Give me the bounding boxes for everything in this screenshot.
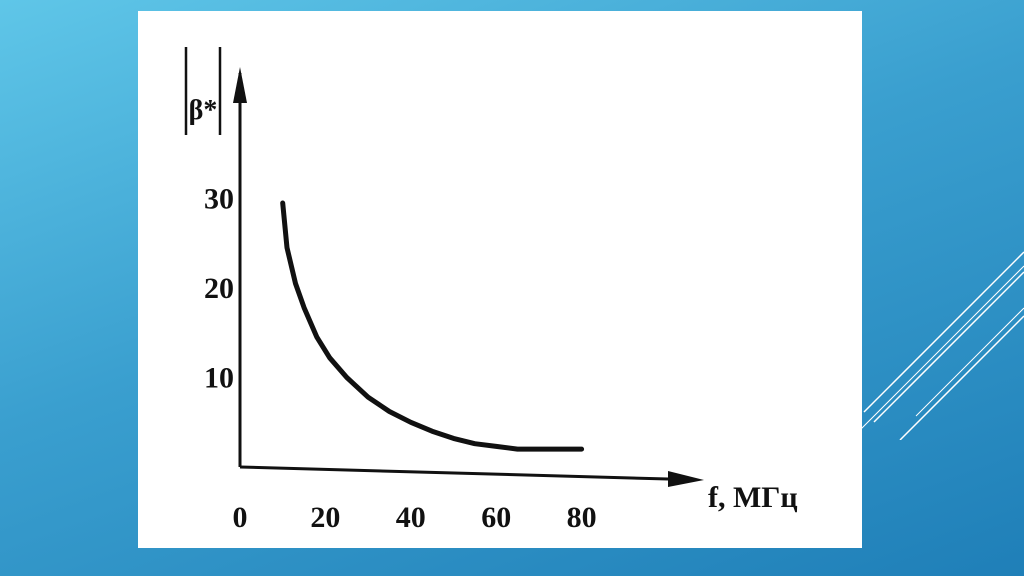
x-tick-label-80: 80 — [567, 501, 597, 534]
x-tick-label-60: 60 — [481, 501, 511, 534]
x-tick-label-0: 0 — [233, 501, 248, 534]
x-axis-label: f, МГц — [708, 481, 798, 514]
tick-labels: 0 20 40 60 80 10 20 30 — [204, 183, 597, 535]
decorative-lines — [860, 251, 1024, 440]
y-tick-label-10: 10 — [204, 362, 234, 395]
x-tick-label-20: 20 — [310, 501, 340, 534]
x-axis-arrow — [668, 471, 704, 487]
series-group — [280, 200, 585, 452]
chart: β* f, МГц 0 20 40 60 80 10 20 30 — [184, 47, 798, 535]
y-axis-label: β* — [184, 47, 222, 135]
series-line-0 — [280, 200, 585, 452]
axes — [233, 67, 704, 487]
y-axis-label-text: β* — [189, 95, 218, 126]
x-axis-line — [239, 465, 669, 481]
y-axis-arrow — [233, 67, 247, 103]
x-tick-label-40: 40 — [396, 501, 426, 534]
y-tick-label-20: 20 — [204, 272, 234, 305]
chart-card: β* f, МГц 0 20 40 60 80 10 20 30 — [138, 11, 862, 548]
y-tick-label-30: 30 — [204, 183, 234, 216]
